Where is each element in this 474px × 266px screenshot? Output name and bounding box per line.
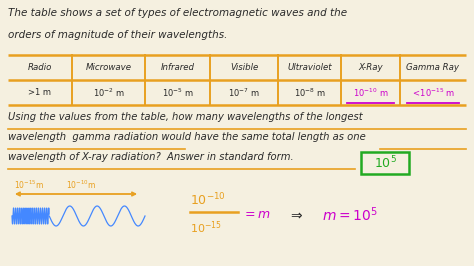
Text: Visible: Visible (230, 63, 258, 72)
Text: wavelength  gamma radiation would have the same total length as one: wavelength gamma radiation would have th… (8, 132, 366, 142)
Text: $10^{-10}$: $10^{-10}$ (190, 192, 226, 208)
Text: $10^{-2}$ m: $10^{-2}$ m (92, 86, 124, 99)
FancyBboxPatch shape (361, 152, 409, 174)
Text: $<\!10^{-15}$ m: $<\!10^{-15}$ m (411, 86, 455, 99)
Text: >1 m: >1 m (28, 88, 52, 97)
Text: $10^{-15}$: $10^{-15}$ (190, 220, 222, 236)
Text: $10^{-7}$ m: $10^{-7}$ m (228, 86, 260, 99)
Text: Ultraviolet: Ultraviolet (287, 63, 332, 72)
Text: wavelength of X-ray radiation?  Answer in standard form.: wavelength of X-ray radiation? Answer in… (8, 152, 293, 162)
Text: $10^{-10}$m: $10^{-10}$m (66, 178, 96, 191)
Text: $= m$: $= m$ (242, 209, 271, 222)
Text: Infrared: Infrared (161, 63, 194, 72)
Text: $10^5$: $10^5$ (374, 155, 396, 171)
Text: $10^{-8}$ m: $10^{-8}$ m (293, 86, 325, 99)
Text: Using the values from the table, how many wavelengths of the longest: Using the values from the table, how man… (8, 112, 363, 122)
Text: Microwave: Microwave (85, 63, 131, 72)
Text: $m = 10^5$: $m = 10^5$ (322, 206, 378, 224)
Text: $\Rightarrow$: $\Rightarrow$ (288, 208, 304, 222)
Text: X-Ray: X-Ray (358, 63, 383, 72)
Text: $10^{-15}$m: $10^{-15}$m (14, 178, 44, 191)
Text: $10^{-5}$ m: $10^{-5}$ m (162, 86, 193, 99)
Text: Radio: Radio (28, 63, 52, 72)
Text: The table shows a set of types of electromagnetic waves and the: The table shows a set of types of electr… (8, 8, 347, 18)
Text: $10^{-10}$ m: $10^{-10}$ m (353, 86, 388, 99)
Text: orders of magnitude of their wavelengths.: orders of magnitude of their wavelengths… (8, 30, 228, 40)
Text: Gamma Ray: Gamma Ray (407, 63, 459, 72)
